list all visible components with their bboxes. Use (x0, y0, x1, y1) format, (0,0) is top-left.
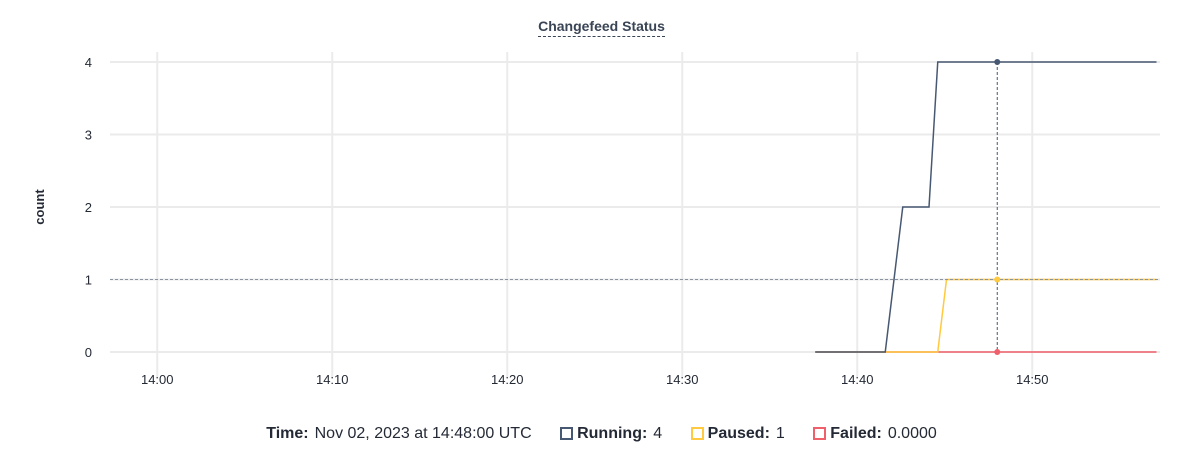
series-line-running (815, 61, 1157, 353)
x-tick-label: 14:40 (841, 372, 874, 387)
legend-time: Time: Nov 02, 2023 at 14:48:00 UTC (266, 425, 532, 442)
legend-paused[interactable]: Paused: 1 (690, 425, 785, 443)
hover-point-running (994, 59, 1001, 65)
x-tick-label: 14:50 (1016, 372, 1049, 387)
y-tick-label: 3 (85, 128, 92, 143)
legend-swatch-running (560, 427, 574, 440)
series-line-paused (815, 278, 1157, 353)
hover-point-paused (994, 276, 1001, 283)
legend-swatch-paused (690, 427, 704, 440)
legend-running[interactable]: Running: 4 (560, 425, 662, 443)
y-axis-label: count (32, 189, 47, 225)
legend-swatch-failed (813, 427, 827, 440)
y-tick-label: 4 (85, 55, 92, 70)
x-tick-label: 14:30 (666, 372, 699, 387)
hover-point-failed (994, 349, 1001, 355)
legend: Time: Nov 02, 2023 at 14:48:00 UTC Runnin… (0, 425, 1203, 443)
y-tick-label: 2 (85, 200, 92, 215)
y-tick-label: 0 (85, 345, 92, 360)
chart-title[interactable]: Changefeed Status (538, 18, 665, 37)
x-tick-label: 14:20 (491, 372, 524, 387)
x-tick-label: 14:10 (316, 372, 349, 387)
y-tick-label: 1 (85, 273, 92, 288)
x-tick-label: 14:00 (141, 372, 174, 387)
chart-plot[interactable]: 14:00 14:10 14:20 14:30 14:40 14:50 0 1 2 3 4 count (0, 0, 1203, 420)
legend-failed[interactable]: Failed: 0.0000 (813, 425, 937, 443)
